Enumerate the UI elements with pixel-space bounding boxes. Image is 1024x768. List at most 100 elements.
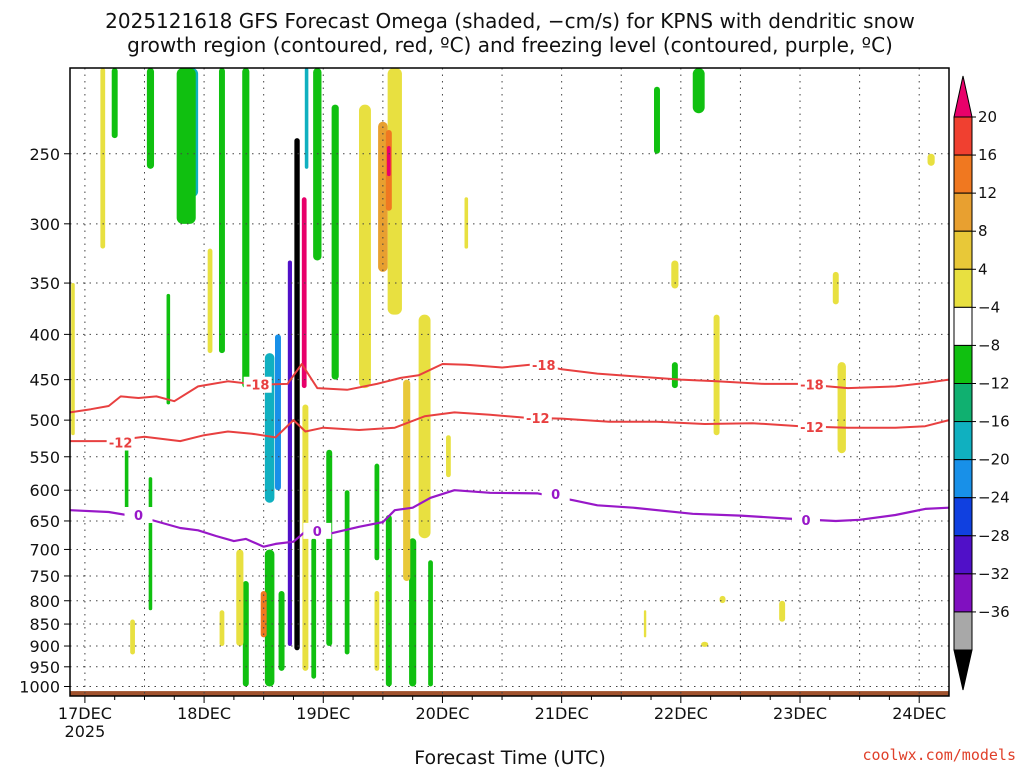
omega-cell-31	[359, 104, 371, 389]
omega-cell-15	[242, 581, 249, 687]
colorbar-segment-4	[953, 268, 973, 308]
colorbar-segment-7	[953, 383, 973, 423]
omega-cell-40	[236, 549, 244, 647]
omega-cell-17	[326, 449, 333, 647]
contour-label-bg-4	[523, 409, 552, 426]
omega-cell-11	[242, 68, 250, 389]
y-tick-label-400: 400	[29, 325, 60, 344]
x-tick-label-23: 23DEC	[773, 704, 827, 723]
omega-cell-28	[692, 68, 705, 114]
y-tick-label-900: 900	[29, 637, 60, 656]
colorbar-label-6: −8	[978, 336, 1000, 354]
colorbar-segment-5	[953, 306, 973, 346]
x-tick-label-17: 17DEC	[58, 704, 112, 723]
omega-cell-25	[124, 435, 129, 516]
y-tick-label-1000: 1000	[19, 678, 60, 697]
y-tick-label-500: 500	[29, 411, 60, 430]
y-tick-label-950: 950	[29, 658, 60, 677]
omega-cell-1	[287, 260, 292, 647]
colorbar-label-9: −20	[978, 451, 1010, 469]
y-tick-label-550: 550	[29, 448, 60, 467]
contour-label-bg-7	[303, 522, 332, 539]
contour-label-bg-8	[541, 486, 570, 503]
x-tick-label-18: 18DEC	[177, 704, 231, 723]
colorbar-segment-11	[953, 535, 973, 575]
plot-frame	[69, 67, 950, 697]
y-tick-label-450: 450	[29, 371, 60, 390]
omega-cell-51	[719, 595, 726, 604]
colorbar-segment-9	[953, 459, 973, 499]
omega-cell-48	[832, 271, 839, 305]
colorbar-segment-2	[953, 192, 973, 232]
y-tick-label-850: 850	[29, 615, 60, 634]
contour-label-3: -12	[109, 437, 133, 452]
x-tick-label-21: 21DEC	[535, 704, 589, 723]
omega-cell-26	[166, 293, 171, 405]
colorbar-label-12: −32	[978, 565, 1010, 583]
y-tick-label-700: 700	[29, 540, 60, 559]
contour-label-6: 0	[134, 509, 143, 524]
chart-title-line-1: 2025121618 GFS Forecast Omega (shaded, −…	[105, 9, 915, 33]
x-axis-label: Forecast Time (UTC)	[414, 747, 605, 768]
freezing-level-contour	[69, 489, 950, 548]
x-tick-label-19: 19DEC	[296, 704, 350, 723]
omega-cell-52	[701, 641, 709, 647]
omega-cell-20	[409, 538, 417, 687]
colorbar: 20 16 12 8 4 −4 −8 −12 −16 −20 −24 −28 −32 −36	[953, 75, 1010, 691]
chart-title-line-2: growth region (contoured, red, ºC) and f…	[127, 33, 893, 57]
omega-cell-27	[654, 86, 660, 154]
contour-label-4: -12	[526, 412, 550, 427]
omega-cell-2	[301, 197, 307, 389]
y-tick-label-800: 800	[29, 592, 60, 611]
dgz-contour--12	[70, 411, 950, 443]
contour-label-2: -18	[800, 379, 824, 394]
colorbar-segment-10	[953, 497, 973, 537]
omega-cell-56	[927, 153, 935, 166]
y-tick-label-650: 650	[29, 512, 60, 531]
ground-strip	[70, 691, 949, 696]
omega-cell-32	[418, 314, 431, 539]
contour-label-9: 0	[801, 514, 810, 529]
omega-cell-47	[837, 362, 846, 454]
omega-cell-5	[264, 353, 275, 503]
omega-cell-46	[713, 314, 720, 436]
colorbar-segment-3	[953, 230, 973, 270]
omega-cell-43	[374, 591, 380, 671]
contour-label-8: 0	[551, 488, 560, 503]
x-tick-label-22: 22DEC	[654, 704, 708, 723]
colorbar-label-3: 8	[978, 222, 988, 240]
y-axis: 250 300 350 400 450 500 550 600 650 700 750 800 850 9…	[19, 145, 70, 697]
colorbar-segment-1	[953, 154, 973, 194]
grid-layer	[70, 68, 949, 696]
omega-cell-50	[779, 600, 786, 622]
omega-cell-21	[428, 560, 433, 687]
colorbar-label-10: −24	[978, 489, 1010, 507]
contour-label-1: -18	[532, 359, 556, 374]
dgz-contour--18	[69, 363, 950, 414]
omega-cell-39	[207, 248, 213, 354]
contour-label-bg-2	[797, 376, 826, 393]
omega-cell-29	[671, 362, 678, 389]
colorbar-segment-6	[953, 344, 973, 384]
omega-cell-30	[387, 68, 402, 315]
omega-cell-0	[294, 138, 300, 651]
omega-cell-18	[344, 490, 350, 655]
omega-cell-33	[403, 379, 411, 582]
contour-label-bg-9	[791, 511, 820, 528]
x-tick-label-24: 24DEC	[892, 704, 946, 723]
colorbar-label-4: 4	[978, 260, 988, 278]
omega-cell-45	[219, 610, 225, 647]
contour-label-7: 0	[313, 525, 322, 540]
colorbar-bottom-arrow	[953, 649, 973, 691]
colorbar-label-1: 16	[978, 146, 997, 164]
contour-label-bg-0	[243, 376, 272, 393]
omega-cell-13	[331, 104, 339, 380]
contour-layer: -18 -18 -18 -12 -12 -12 0 0 0 0	[69, 356, 950, 548]
y-tick-label-300: 300	[29, 215, 60, 234]
credit-link[interactable]: coolwx.com/models	[862, 746, 1016, 764]
colorbar-label-2: 12	[978, 184, 997, 202]
colorbar-label-7: −12	[978, 375, 1010, 393]
omega-cell-14	[264, 549, 275, 687]
omega-cell-10	[218, 68, 225, 354]
